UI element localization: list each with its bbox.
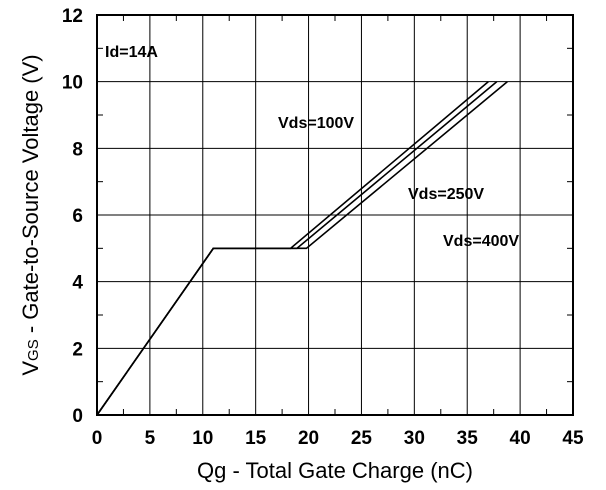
- x-tick-label: 25: [351, 428, 373, 449]
- annotation-vds-400v: Vds=400V: [443, 233, 519, 250]
- x-tick-label: 40: [510, 428, 531, 449]
- y-axis-title-rest: - Gate-to-Source Voltage (V): [18, 54, 43, 339]
- x-tick-label: 20: [298, 428, 319, 449]
- y-tick-label: 6: [72, 206, 83, 227]
- x-tick-label: 15: [245, 428, 267, 449]
- series-line: [96, 81, 508, 416]
- y-tick-label: 2: [72, 339, 83, 360]
- y-tick-label: 10: [62, 73, 83, 94]
- series: [96, 81, 508, 416]
- grid: [97, 15, 573, 415]
- x-tick-label: 5: [145, 428, 156, 449]
- minor-ticks: [97, 15, 573, 415]
- plot-frame: [96, 14, 574, 416]
- annotation-id: Id=14A: [105, 44, 158, 61]
- x-tick-label: 10: [192, 428, 213, 449]
- x-axis-title: Qg - Total Gate Charge (nC): [197, 458, 473, 483]
- y-tick-label: 8: [72, 139, 83, 160]
- x-tick-labels: 0 5 10 15 20 25 30 35 40 45: [92, 428, 584, 449]
- y-axis-title-prefix: V: [18, 361, 43, 376]
- annotation-vds-100v: Vds=100V: [278, 115, 354, 132]
- x-tick-label: 0: [92, 428, 103, 449]
- y-tick-label: 0: [72, 406, 83, 427]
- x-tick-label: 35: [457, 428, 479, 449]
- y-axis-title-subscript: GS: [25, 339, 42, 361]
- annotation-vds-250v: Vds=250V: [408, 186, 484, 203]
- x-tick-label: 45: [562, 428, 584, 449]
- x-tick-label: 30: [404, 428, 425, 449]
- y-tick-label: 12: [62, 6, 83, 27]
- y-axis-title: VGS - Gate-to-Source Voltage (V): [18, 54, 43, 375]
- y-tick-labels: 0 2 4 6 8 10 12: [62, 6, 84, 427]
- y-tick-label: 4: [72, 273, 83, 294]
